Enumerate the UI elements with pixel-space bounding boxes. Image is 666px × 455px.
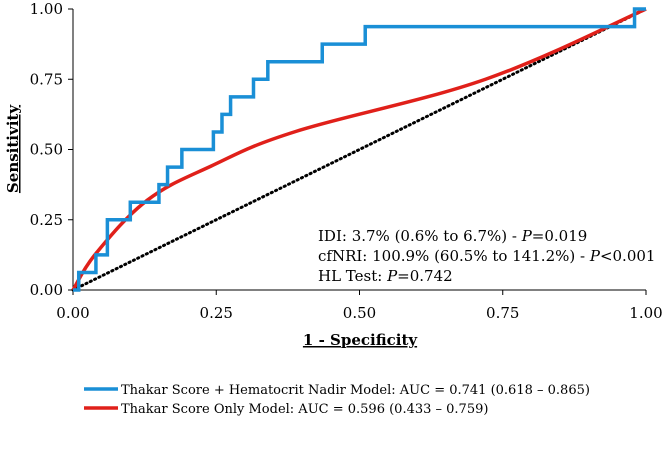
y-tick-label: 0.25	[30, 211, 63, 229]
series-layer	[71, 7, 648, 292]
hl-annotation: HL Test: P=0.742	[318, 267, 453, 285]
x-tick-label: 1.00	[629, 304, 662, 322]
idi-annotation: IDI: 3.7% (0.6% to 6.7%) - P=0.019	[318, 227, 587, 245]
x-tick-label: 0.75	[486, 304, 519, 322]
legend: Thakar Score + Hematocrit Nadir Model: A…	[84, 383, 590, 417]
y-tick-label: 0.75	[30, 70, 63, 88]
x-tick-label: 0.00	[56, 304, 89, 322]
cfnri-annotation: cfNRI: 100.9% (60.5% to 141.2%) - P<0.00…	[318, 247, 655, 265]
y-axis-title: Sensitivity	[4, 104, 22, 193]
y-tick-label: 0.00	[30, 281, 63, 299]
series-line-thakar-only	[71, 7, 647, 291]
legend-label-combined: Thakar Score + Hematocrit Nadir Model: A…	[121, 383, 590, 398]
x-axis-title: 1 - Specificity	[303, 331, 418, 349]
stats-annotations: IDI: 3.7% (0.6% to 6.7%) - P=0.019 cfNRI…	[318, 227, 655, 285]
legend-label-thakar-only: Thakar Score Only Model: AUC = 0.596 (0.…	[121, 402, 488, 417]
y-tick-label: 0.50	[30, 141, 63, 159]
y-tick-label: 1.00	[30, 0, 63, 18]
x-tick-label: 0.25	[200, 304, 233, 322]
axes: 0.00 0.00 0.25 0.25 0.50 0.50 0.75 0.75 1.00 1.00	[30, 0, 663, 322]
x-tick-label: 0.50	[343, 304, 376, 322]
series-line-combined-model	[73, 7, 646, 292]
reference-diagonal-line	[71, 7, 648, 292]
